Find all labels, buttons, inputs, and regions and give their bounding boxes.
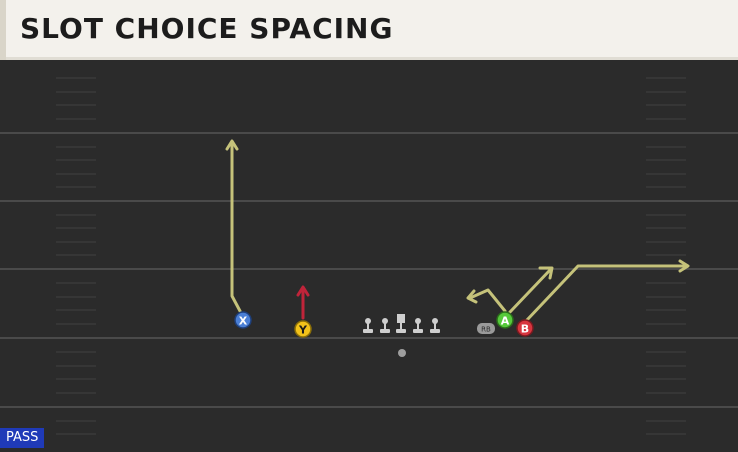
receiver-b: B bbox=[517, 320, 533, 336]
receiver-y-label: Y bbox=[298, 324, 308, 337]
running-back-label: RB bbox=[481, 326, 491, 334]
football-field: RB X Y A B bbox=[0, 60, 738, 448]
header-accent bbox=[0, 0, 6, 60]
receiver-b-label: B bbox=[521, 323, 529, 336]
field-surface bbox=[0, 60, 738, 448]
running-back: RB bbox=[477, 323, 495, 334]
play-type-badge: PASS bbox=[0, 428, 44, 448]
play-title: SLOT CHOICE SPACING bbox=[20, 12, 393, 45]
receiver-x: X bbox=[235, 312, 251, 328]
header-bar: SLOT CHOICE SPACING bbox=[0, 0, 738, 60]
play-diagram: RB X Y A B bbox=[0, 60, 738, 448]
receiver-y: Y bbox=[295, 321, 311, 337]
receiver-x-label: X bbox=[239, 315, 248, 328]
quarterback-marker bbox=[398, 349, 406, 357]
receiver-a: A bbox=[497, 312, 513, 328]
receiver-a-label: A bbox=[501, 315, 510, 328]
